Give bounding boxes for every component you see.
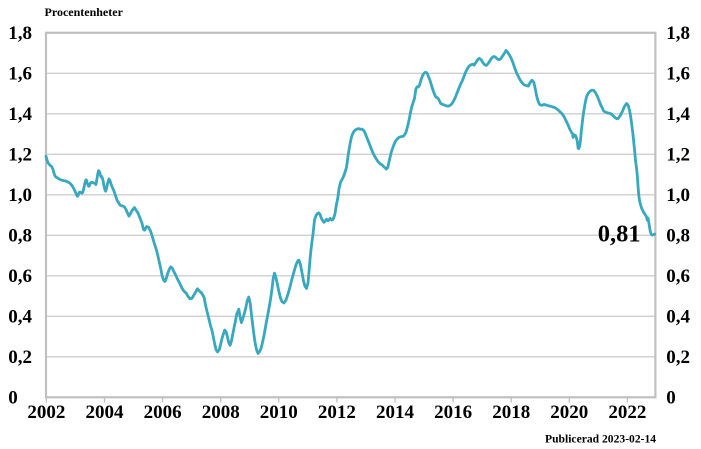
svg-text:0,2: 0,2 — [8, 347, 32, 368]
svg-text:2012: 2012 — [318, 402, 356, 423]
svg-text:1,0: 1,0 — [8, 185, 32, 206]
svg-text:2016: 2016 — [434, 402, 472, 423]
svg-text:2018: 2018 — [492, 402, 530, 423]
svg-text:1,4: 1,4 — [8, 104, 32, 125]
svg-text:1,6: 1,6 — [666, 64, 690, 85]
svg-text:1,2: 1,2 — [8, 145, 32, 166]
svg-text:0: 0 — [666, 388, 676, 409]
svg-text:2010: 2010 — [260, 402, 298, 423]
svg-text:0,6: 0,6 — [8, 266, 32, 287]
svg-text:0,8: 0,8 — [8, 226, 32, 247]
svg-text:1,6: 1,6 — [8, 64, 32, 85]
svg-text:Publicerad 2023-02-14: Publicerad 2023-02-14 — [545, 433, 656, 446]
svg-text:0,4: 0,4 — [666, 307, 690, 328]
svg-text:1,2: 1,2 — [666, 145, 690, 166]
svg-text:Procentenheter: Procentenheter — [45, 5, 124, 19]
svg-text:0,4: 0,4 — [8, 307, 32, 328]
svg-text:0: 0 — [8, 388, 18, 409]
svg-text:1,4: 1,4 — [666, 104, 690, 125]
svg-text:0,2: 0,2 — [666, 347, 690, 368]
svg-text:0,8: 0,8 — [666, 226, 690, 247]
svg-text:2020: 2020 — [550, 402, 588, 423]
svg-text:2004: 2004 — [86, 402, 125, 423]
svg-text:0,6: 0,6 — [666, 266, 690, 287]
svg-text:1,8: 1,8 — [666, 23, 690, 44]
svg-text:2014: 2014 — [376, 402, 415, 423]
svg-text:2006: 2006 — [144, 402, 182, 423]
svg-text:1,0: 1,0 — [666, 185, 690, 206]
svg-text:2022: 2022 — [608, 402, 646, 423]
svg-text:2002: 2002 — [27, 402, 65, 423]
svg-text:2008: 2008 — [202, 402, 240, 423]
svg-text:1,8: 1,8 — [8, 23, 32, 44]
svg-text:0,81: 0,81 — [598, 221, 641, 248]
